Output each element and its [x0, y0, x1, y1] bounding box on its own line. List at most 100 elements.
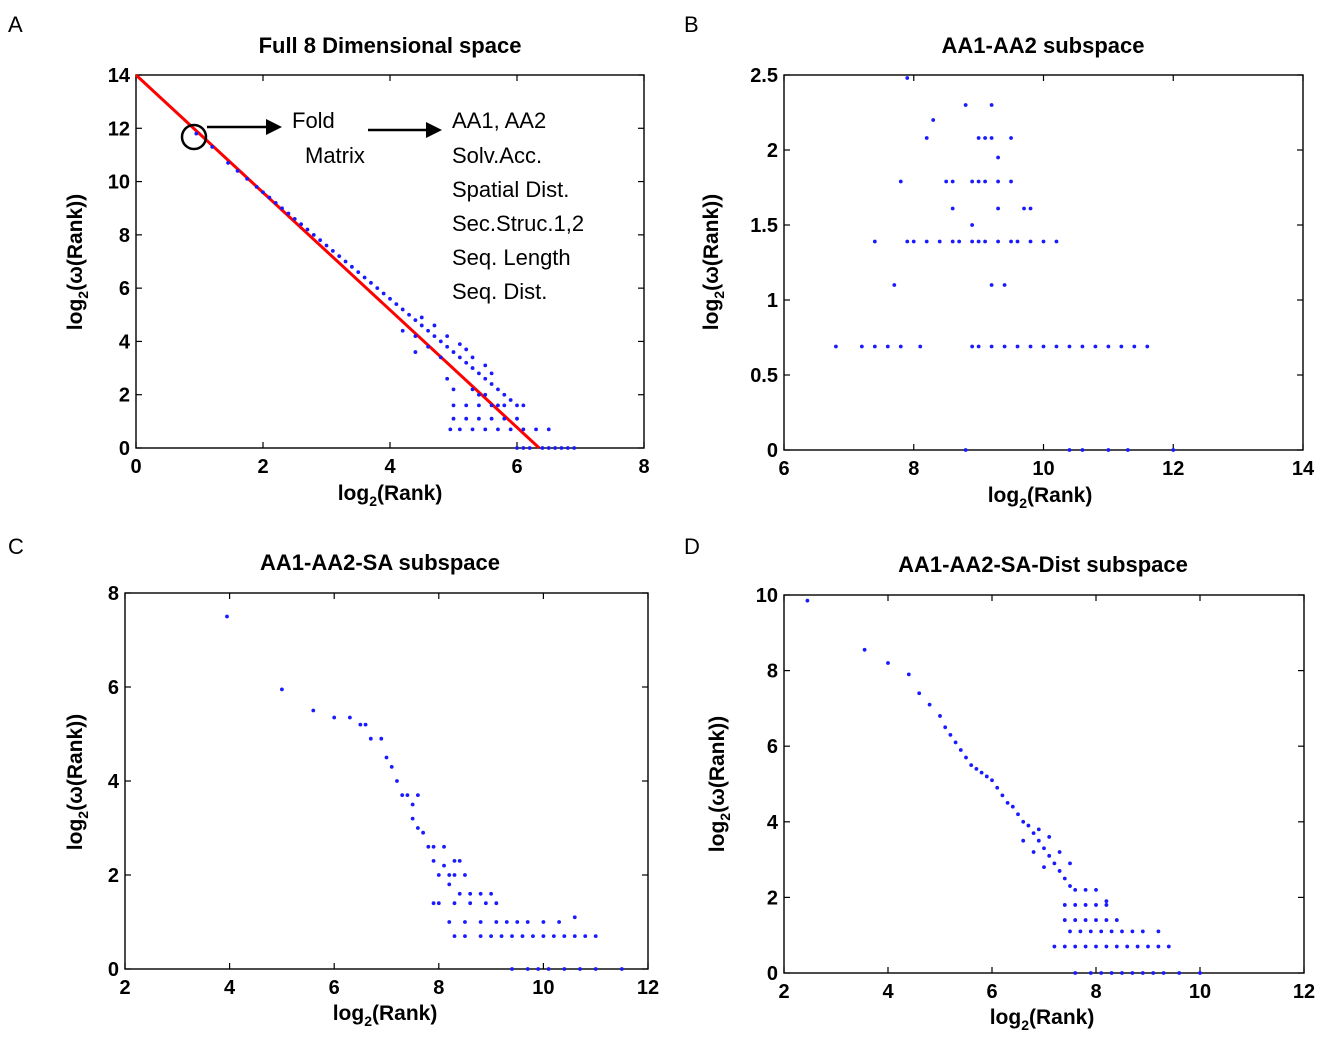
panel-a-data-point — [426, 328, 430, 333]
panel-c-data-point — [572, 934, 577, 938]
panel-a-data-point — [553, 446, 557, 450]
panel-d-data-point — [974, 766, 979, 771]
panel-c-ytick-label: 2 — [108, 865, 119, 887]
panel-a-data-point — [299, 222, 303, 227]
panel-d-xtick-label: 12 — [1293, 981, 1315, 1003]
panel-b-data-point — [918, 344, 923, 349]
panel-d-xtick-label: 6 — [986, 981, 997, 1003]
panel-b-data-point — [1009, 136, 1013, 140]
panel-d-data-point — [1062, 918, 1067, 922]
panel-letter-d: D — [684, 534, 700, 559]
panel-a-data-point — [254, 185, 259, 189]
panel-b-data-point — [1022, 206, 1026, 211]
panel-d-xlabel: log2(Rank) — [990, 1006, 1095, 1033]
panel-d-data-point — [1099, 971, 1104, 975]
panel-d-data-point — [1078, 929, 1083, 934]
panel-d-data-point — [1151, 971, 1156, 975]
panel-a-data-point — [521, 403, 526, 408]
panel-a-data-point — [362, 275, 367, 280]
panel-b-title: AA1-AA2 subspace — [942, 33, 1145, 58]
panel-b-points — [834, 76, 1176, 452]
panel-c-data-point — [436, 901, 441, 906]
panel-a-data-point — [419, 315, 424, 320]
panel-c-data-point — [478, 891, 483, 896]
panel-a-data-point — [194, 131, 199, 136]
panel-c-data-point — [483, 901, 488, 906]
panel-b-ytick-label: 2 — [767, 140, 778, 162]
panel-d-data-point — [1047, 853, 1052, 858]
panel-d-ytick-label: 4 — [767, 812, 779, 834]
panel-d-plot-area — [783, 594, 1305, 974]
panel-b-data-point — [963, 448, 968, 452]
circled-point-marker — [180, 123, 208, 151]
panel-a-ytick-label: 12 — [108, 118, 130, 140]
panel-a-data-point — [464, 416, 469, 421]
panel-a-data-point — [445, 334, 450, 338]
panel-a-title: Full 8 Dimensional space — [259, 33, 522, 58]
panel-b-data-point — [963, 103, 968, 107]
panel-a-data-point — [356, 270, 361, 275]
panel-d-data-point — [1057, 850, 1062, 854]
panel-d-data-point — [1083, 903, 1088, 907]
panel-d-data-point — [1052, 944, 1057, 949]
panel-d-data-point — [1073, 918, 1078, 922]
panel-a-data-point — [483, 427, 488, 432]
panel-d-title: AA1-AA2-SA-Dist subspace — [898, 552, 1188, 577]
panel-d-data-point — [1068, 929, 1072, 934]
panel-d-data-point — [1026, 823, 1031, 828]
panel-a-data-point — [448, 427, 453, 432]
panel-d-data-point — [979, 770, 984, 775]
panel-d-data-point — [943, 725, 948, 730]
panel-b-ticks: 6 8 10 12 14 0 0.5 1 1.5 2 2.5 — [750, 65, 1315, 480]
panel-d-data-point — [1073, 887, 1078, 892]
panel-d-data-point — [1021, 819, 1026, 824]
panel-c-data-point — [225, 614, 229, 619]
panel-b-data-point — [1067, 344, 1072, 349]
panel-c-data-point — [347, 715, 352, 720]
panel-c-data-point — [452, 859, 457, 863]
panel-a-data-point — [477, 416, 481, 421]
panel-a-data-point — [502, 403, 507, 408]
panel-b-data-point — [970, 223, 975, 227]
panel-b-data-point — [1054, 239, 1059, 244]
panel-b-xlabel-text: log2(Rank) — [988, 484, 1093, 511]
panel-a-ytick-label: 6 — [119, 278, 130, 300]
panel-d-data-point — [1120, 971, 1124, 975]
annot-feature-1: AA1, AA2 — [452, 108, 546, 133]
panel-d-data-point — [1068, 884, 1072, 888]
panel-c-data-point — [389, 765, 394, 769]
panel-b-data-point — [950, 179, 955, 184]
panel-d-data-point — [1036, 838, 1041, 843]
panel-b-data-point — [1171, 448, 1176, 452]
panel-d-data-point — [1062, 876, 1067, 881]
panel-a-data-point — [534, 427, 538, 432]
panel-d-data-point — [1005, 801, 1010, 805]
annot-matrix-label: Matrix — [305, 143, 365, 168]
panel-a-ticks: 0 2 4 6 8 0 2 4 6 8 10 12 14 — [108, 65, 650, 478]
annot-feature-6: Seq. Dist. — [452, 279, 547, 304]
panel-b-data-point — [989, 344, 994, 349]
panel-a-data-point — [292, 216, 297, 221]
panel-d-data-point — [1166, 944, 1171, 949]
panel-d-data-point — [1036, 827, 1041, 832]
panel-d-data-point — [1156, 929, 1161, 934]
panel-a-data-point — [350, 264, 354, 269]
panel-b-data-point — [1054, 344, 1059, 349]
panel-c-data-point — [478, 920, 483, 924]
panel-d-ytick-label: 8 — [767, 661, 778, 683]
annot-feature-4: Sec.Struc.1,2 — [452, 211, 584, 236]
panel-a-data-point — [464, 360, 469, 365]
panel-b-ytick-label: 2.5 — [750, 65, 778, 87]
panel-a-data-point — [388, 296, 392, 301]
panel-a-data-point — [477, 371, 481, 376]
panel-a-data-point — [267, 195, 272, 200]
panel-a-data-point — [451, 387, 456, 392]
panel-b-data-point — [834, 344, 838, 349]
panel-letter-b: B — [684, 12, 699, 37]
panel-c-data-point — [531, 934, 535, 938]
panel-b-data-point — [970, 179, 975, 184]
panel-c-ytick-label: 0 — [108, 959, 119, 981]
panel-d-ytick-label: 6 — [767, 736, 778, 758]
panel-c-data-point — [447, 873, 452, 877]
panel-a-data-point — [527, 446, 532, 450]
